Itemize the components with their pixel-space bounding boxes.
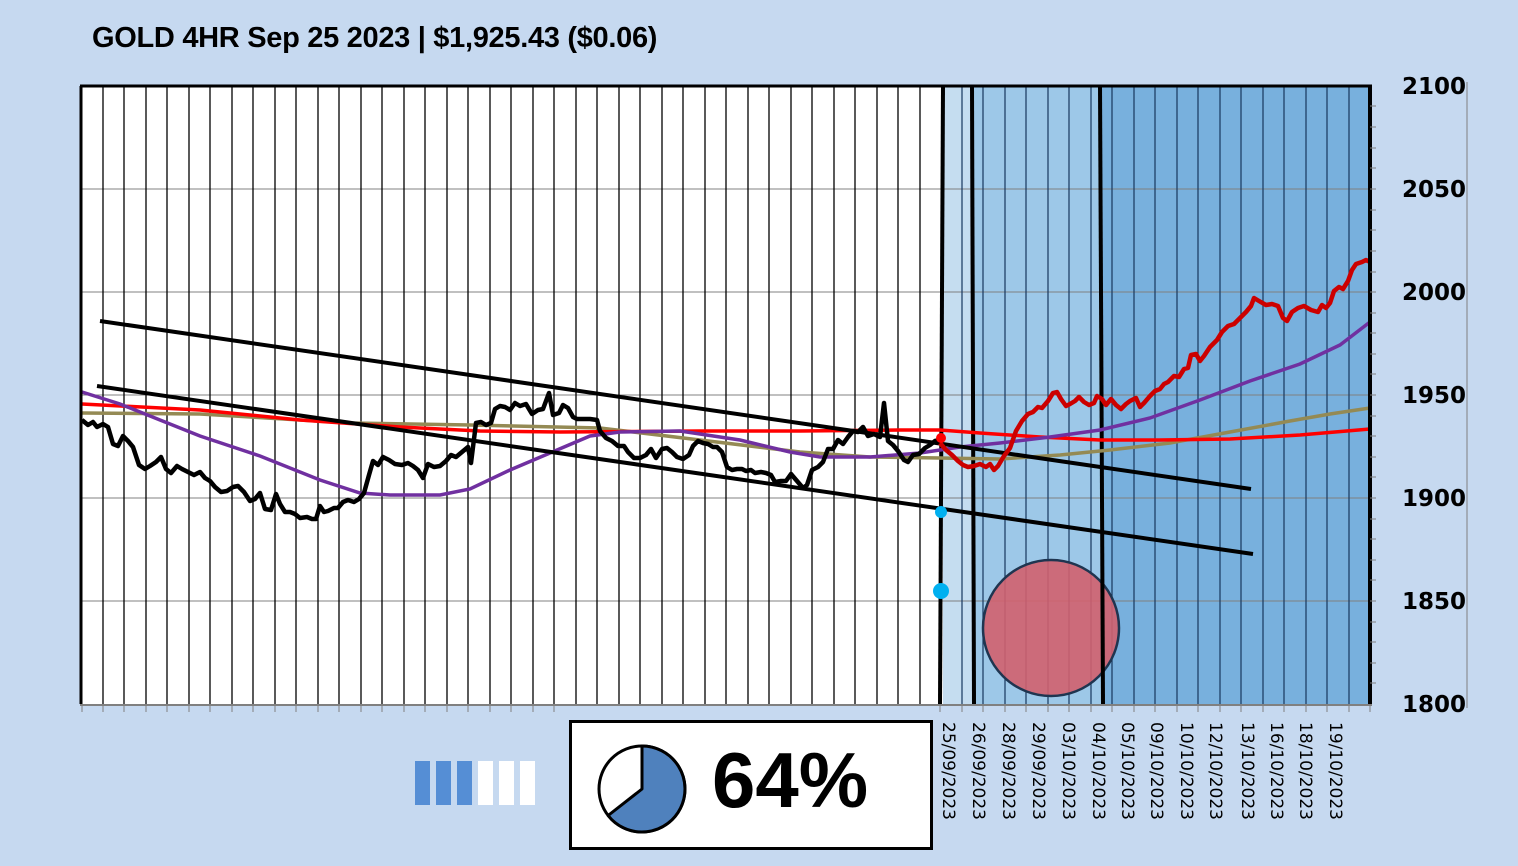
zone-dividers [938, 85, 1105, 705]
x-tick-label: 26/09/2023 [968, 722, 988, 820]
x-axis-ticks [81, 704, 1371, 712]
x-tick-label: 05/10/2023 [1117, 722, 1137, 820]
strength-bar-filled [415, 761, 430, 805]
marker-blue-dot-2 [933, 583, 949, 599]
strength-bar-filled [457, 761, 472, 805]
x-tick-label: 19/10/2023 [1325, 722, 1345, 820]
price-line [80, 390, 941, 522]
probability-percent: 64% [712, 736, 869, 824]
marker-blue-dot-1 [935, 506, 947, 518]
y-tick-2000: 2000 [1402, 280, 1466, 306]
y-tick-2100: 2100 [1402, 74, 1466, 100]
x-axis-labels: 25/09/2023 26/09/2023 28/09/2023 29/09/2… [938, 722, 1345, 820]
x-tick-label: 29/09/2023 [1028, 722, 1048, 820]
y-tick-1800: 1800 [1402, 692, 1466, 718]
strength-bar-filled [436, 761, 451, 805]
upper-trendline [99, 319, 1252, 491]
y-tick-1900: 1900 [1402, 486, 1466, 512]
y-axis-labels: 2100 2050 2000 1950 1900 1850 1800 [1402, 74, 1466, 718]
ma-purple-line [81, 320, 1372, 497]
y-axis-minor-ticks [1370, 105, 1376, 684]
y-tick-1850: 1850 [1402, 589, 1466, 615]
marker-red-dot [936, 433, 946, 443]
chart-title: GOLD 4HR Sep 25 2023 | $1,925.43 ($0.06) [92, 22, 658, 54]
x-tick-label: 18/10/2023 [1295, 722, 1315, 820]
x-tick-label: 28/09/2023 [998, 722, 1018, 820]
x-tick-label: 09/10/2023 [1146, 722, 1166, 820]
x-tick-label: 04/10/2023 [1088, 722, 1108, 820]
pie-chart-icon [597, 744, 687, 834]
vertical-gridlines [102, 86, 921, 704]
x-tick-label: 13/10/2023 [1237, 722, 1257, 820]
strength-bar-empty [499, 761, 514, 805]
x-tick-label: 12/10/2023 [1205, 722, 1225, 820]
strength-bars [415, 761, 535, 805]
x-tick-label: 03/10/2023 [1058, 722, 1078, 820]
x-tick-label: 16/10/2023 [1266, 722, 1286, 820]
y-tick-1950: 1950 [1402, 383, 1466, 409]
projection-line [938, 257, 1372, 473]
strength-bar-empty [520, 761, 535, 805]
x-tick-label: 10/10/2023 [1176, 722, 1196, 820]
y-tick-2050: 2050 [1402, 177, 1466, 203]
strength-bar-empty [478, 761, 493, 805]
target-zone-circle [981, 558, 1121, 698]
lower-trendline [96, 384, 1254, 556]
ma-olive-line [81, 406, 1371, 461]
x-tick-label: 25/09/2023 [938, 722, 958, 820]
probability-gauge: 64% [569, 720, 933, 850]
